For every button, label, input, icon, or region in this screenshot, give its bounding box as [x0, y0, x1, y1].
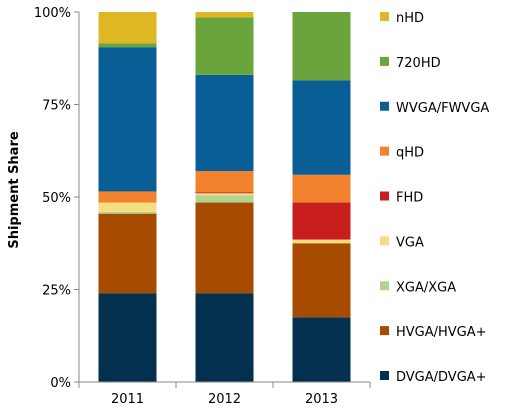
legend-swatch-vga [380, 236, 389, 246]
legend-swatch-xga-xga [380, 281, 389, 291]
bar-dvga-dvga-2012 [195, 293, 254, 382]
y-tick-label: 50% [42, 191, 71, 206]
bar-wvga-fwvga-2011 [98, 47, 157, 192]
y-ticks-group: 0% 25% 50% 75% 100% [34, 6, 79, 391]
bar-qhd-2011 [98, 191, 157, 203]
y-tick-label: 100% [34, 6, 71, 21]
y-axis-label: Shipment Share [7, 131, 22, 249]
legend-label-nhd: nHD [396, 11, 424, 26]
bar-hvga-hvga-2013 [292, 243, 351, 318]
bar-720hd-2013 [292, 12, 351, 81]
legend-label-xga-xga: XGA/XGA [396, 280, 456, 295]
y-tick-label: 25% [42, 284, 71, 299]
bar-vga-2011 [98, 202, 157, 212]
bar-fhd-2013 [292, 202, 351, 240]
x-ticks-group: 2011 2012 2013 [78, 382, 371, 407]
bar-dvga-dvga-2011 [98, 293, 157, 382]
bar-vga-2012 [195, 193, 254, 196]
legend-swatch-720hd [380, 56, 389, 66]
bar-qhd-2013 [292, 174, 351, 203]
y-tick-label: 75% [42, 99, 71, 114]
bar-nhd-2011 [98, 12, 157, 44]
legend-swatch-fhd [380, 191, 389, 201]
legend-swatch-hvga-hvga [380, 326, 389, 336]
legend-swatch-nhd [380, 12, 389, 21]
legend-swatch-wvga-fwvga [380, 101, 389, 111]
bar-hvga-hvga-2011 [98, 213, 157, 294]
bar-xga-xga-2011 [98, 211, 157, 214]
legend-label-vga: VGA [396, 235, 424, 250]
legend-label-720hd: 720HD [396, 56, 441, 71]
x-tick-label: 2013 [305, 392, 338, 407]
x-tick-label: 2011 [111, 392, 144, 407]
legend-label-qhd: qHD [396, 146, 424, 161]
legend-label-dvga-dvga: DVGA/DVGA+ [396, 370, 487, 385]
legend-label-wvga-fwvga: WVGA/FWVGA [396, 101, 489, 116]
legend-swatch-qhd [380, 146, 389, 156]
bar-720hd-2011 [98, 43, 157, 48]
bar-720hd-2012 [195, 17, 254, 75]
bar-wvga-fwvga-2013 [292, 80, 351, 175]
bars-group [98, 12, 351, 382]
legend-swatch-dvga-dvga [380, 371, 389, 380]
x-tick-label: 2012 [208, 392, 241, 407]
bar-dvga-dvga-2013 [292, 317, 351, 382]
legend-label-fhd: FHD [396, 191, 423, 206]
y-tick-label: 0% [50, 376, 71, 391]
legend: nHD 720HD WVGA/FWVGA qHD FHD VGA XGA/XGA HVGA/H… [380, 11, 489, 385]
bar-wvga-fwvga-2012 [195, 74, 254, 172]
legend-label-hvga-hvga: HVGA/HVGA+ [396, 325, 487, 340]
bar-vga-2013 [292, 239, 351, 244]
bar-qhd-2012 [195, 171, 254, 193]
bar-hvga-hvga-2012 [195, 202, 254, 294]
bar-nhd-2012 [195, 12, 254, 18]
bar-xga-xga-2012 [195, 195, 254, 203]
bar-fhd-2012 [195, 192, 254, 194]
